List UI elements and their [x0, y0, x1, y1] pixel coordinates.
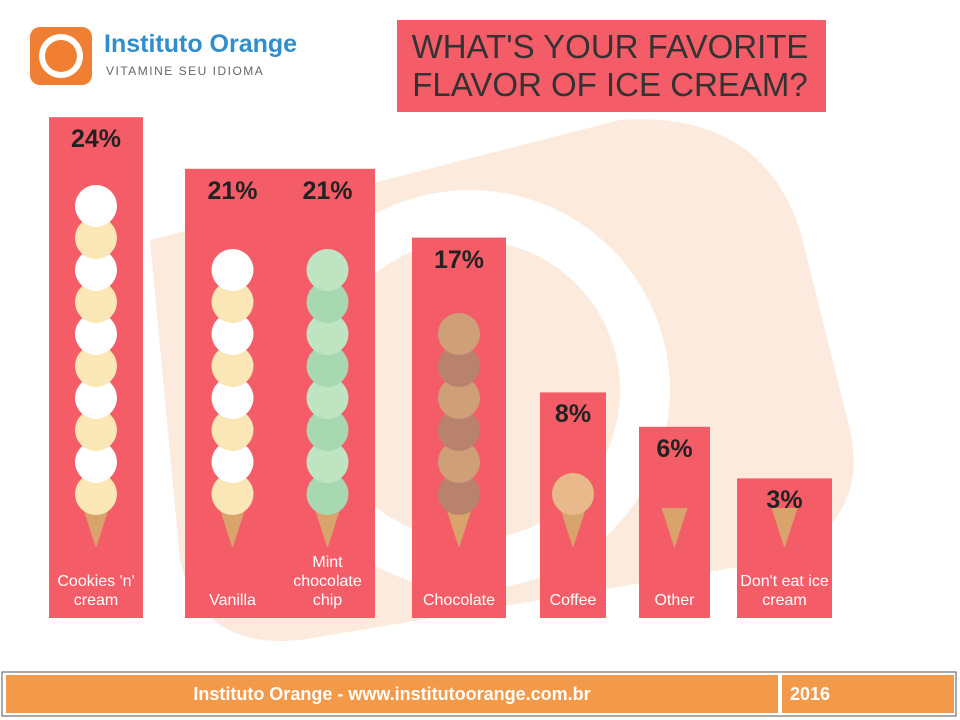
scoop: [211, 345, 254, 387]
scoop: [75, 281, 117, 323]
scoop: [438, 345, 480, 387]
category-label: Chocolate: [422, 592, 496, 609]
scoop: [75, 345, 117, 387]
category-label: Cookies 'n' cream: [57, 573, 135, 609]
scoop: [211, 473, 254, 515]
scoop: [75, 441, 117, 483]
category-label: Don't eat ice cream: [740, 573, 829, 609]
scoop: [75, 473, 117, 515]
brand-tagline: VITAMINE SEU IDIOMA: [106, 64, 265, 78]
value-label: 21%: [302, 176, 353, 205]
scoop: [75, 185, 117, 227]
scoop: [438, 409, 480, 451]
scoop: [306, 409, 349, 451]
scoop: [75, 377, 117, 419]
chart-title: WHAT'S YOUR FAVORITE FLAVOR OF ICE CREAM…: [411, 28, 809, 103]
brand-name: Instituto Orange: [104, 30, 298, 58]
bar: [737, 478, 832, 618]
category-label: Coffee: [549, 592, 597, 609]
cone: [83, 508, 109, 548]
cone: [446, 508, 472, 548]
scoop: [306, 441, 349, 483]
value-label: 3%: [766, 486, 803, 515]
scoop: [306, 345, 349, 387]
scoop: [211, 377, 254, 419]
footer-year-bar: [782, 675, 954, 713]
cone: [219, 508, 246, 548]
scoop: [306, 313, 349, 355]
value-label: 6%: [656, 434, 693, 463]
scoop: [211, 249, 254, 291]
scoop: [306, 281, 349, 323]
scoop: [75, 409, 117, 451]
value-label: 21%: [207, 176, 258, 205]
scoop: [211, 313, 254, 355]
scoop: [211, 281, 254, 323]
value-label: 8%: [554, 400, 592, 429]
scoop: [552, 473, 594, 515]
scoop: [438, 441, 480, 483]
cone: [771, 508, 798, 548]
cone: [314, 508, 341, 548]
scoop: [438, 377, 480, 419]
scoop: [306, 473, 349, 515]
scoop: [75, 217, 117, 259]
footer-bar: [6, 675, 778, 713]
scoop: [306, 377, 349, 419]
footer-text: Instituto Orange - www.institutoorange.c…: [193, 684, 591, 704]
scoop: [438, 313, 480, 355]
scoop: [211, 441, 254, 483]
cone: [560, 508, 586, 548]
category-label: Vanilla: [209, 592, 256, 609]
scoop: [211, 409, 254, 451]
value-label: 17%: [433, 245, 485, 274]
logo-icon: [30, 27, 92, 85]
category-label: Mint chocolate chip: [293, 554, 362, 609]
scoop: [75, 313, 117, 355]
scoop: [306, 249, 349, 291]
scoop: [75, 249, 117, 291]
title-box: [397, 20, 826, 112]
cone: [661, 508, 688, 548]
value-label: 24%: [70, 125, 122, 154]
category-label: Other: [654, 592, 695, 609]
footer-year: 2016: [790, 684, 831, 704]
scoop: [438, 473, 480, 515]
